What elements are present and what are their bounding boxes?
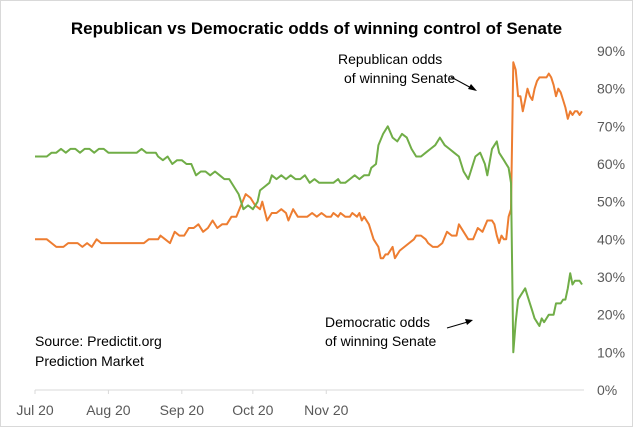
republican-annotation-line-2: of winning Senate [344, 70, 456, 86]
y-tick-label: 20% [597, 307, 625, 323]
chart-title: Republican vs Democratic odds of winning… [70, 19, 563, 38]
source-line-1: Source: Predictit.org [35, 333, 162, 349]
y-tick-label: 0% [597, 382, 617, 398]
y-tick-label: 70% [597, 118, 625, 134]
y-tick-label: 90% [597, 43, 625, 59]
x-tick-label: Aug 20 [86, 402, 131, 418]
x-tick-label: Oct 20 [232, 402, 273, 418]
democratic-annotation-line-2: of winning Senate [325, 333, 437, 349]
y-tick-label: 40% [597, 231, 625, 247]
y-tick-label: 50% [597, 194, 625, 210]
democratic-annotation-line-1: Democratic odds [325, 314, 430, 330]
republican-annotation: Republican odds of winning Senate [338, 51, 477, 91]
x-tick-label: Nov 20 [304, 402, 349, 418]
y-tick-label: 80% [597, 81, 625, 97]
democratic-odds-line [35, 125, 583, 354]
x-tick-label: Jul 20 [16, 402, 54, 418]
y-tick-label: 10% [597, 344, 625, 360]
source-note: Source: Predictit.org Prediction Market [35, 331, 162, 371]
republican-odds-line [35, 61, 583, 260]
source-line-2: Prediction Market [35, 353, 144, 369]
x-tick-label: Sep 20 [160, 402, 205, 418]
y-tick-label: 60% [597, 156, 625, 172]
democratic-arrow-head [465, 319, 473, 325]
republican-annotation-line-1: Republican odds [338, 51, 442, 67]
republican-arrow-head [468, 84, 477, 91]
democratic-annotation: Democratic odds of winning Senate [325, 314, 473, 349]
y-tick-label: 30% [597, 269, 625, 285]
